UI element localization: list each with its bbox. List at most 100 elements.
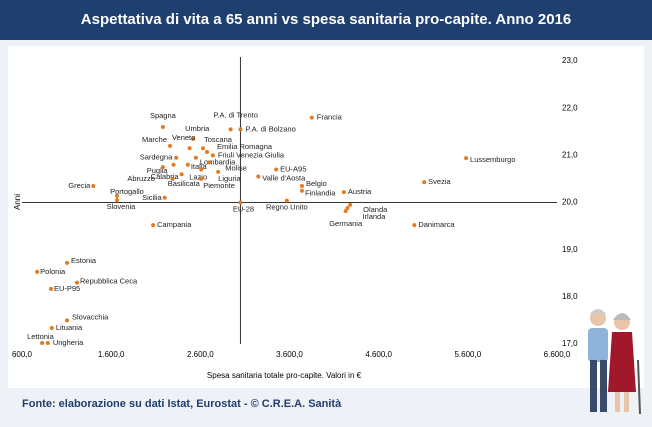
point-label: Estonia	[71, 256, 97, 265]
point	[299, 183, 304, 188]
point-label: Repubblica Ceca	[80, 277, 138, 286]
point-label: Liguria	[218, 174, 241, 183]
point	[151, 223, 156, 228]
header	[0, 0, 652, 40]
point-label: Lazio	[189, 172, 207, 181]
point	[45, 341, 50, 346]
point	[238, 200, 243, 205]
point-label: Ungheria	[53, 338, 84, 347]
point-label: EU-28	[233, 204, 254, 213]
source: Fonte: elaborazione su dati Istat, Euros…	[22, 398, 342, 410]
x-axis-label: Spesa sanitaria totale pro-capite. Valor…	[207, 371, 362, 380]
point-label: Calabria	[151, 172, 180, 181]
x-tick-label: 600,0	[12, 350, 33, 359]
point-label: Francia	[317, 113, 343, 122]
point	[160, 165, 165, 170]
point-label: Polonia	[40, 267, 66, 276]
point-label: Danimarca	[418, 220, 455, 229]
point-label: Svezia	[428, 177, 451, 186]
illustration	[588, 309, 641, 415]
point-label: EU-P95	[54, 284, 80, 293]
point-label: Spagna	[150, 111, 177, 120]
point	[274, 167, 279, 172]
point-label: Basilicata	[168, 179, 201, 188]
point	[199, 167, 204, 172]
point	[205, 150, 210, 155]
point	[464, 156, 469, 161]
point	[170, 176, 175, 181]
point-label: Germania	[329, 219, 363, 228]
point	[422, 180, 427, 185]
point-label: Veneto	[172, 133, 195, 142]
point	[75, 280, 80, 285]
point-label: Emilia Romagna	[217, 142, 273, 151]
point	[412, 223, 417, 228]
point-label: Irlanda	[362, 212, 386, 221]
point-label: Austria	[348, 187, 372, 196]
point	[179, 172, 184, 177]
point-label: Marche	[142, 135, 167, 144]
point-label: Umbria	[185, 124, 210, 133]
point	[160, 125, 165, 130]
point	[341, 190, 346, 195]
point-label: Italia	[191, 162, 208, 171]
point	[210, 153, 215, 158]
point	[228, 127, 233, 132]
point-label: Portogallo	[110, 187, 144, 196]
point	[201, 146, 206, 151]
x-tick-label: 4.600,0	[365, 350, 392, 359]
point-label: Olanda	[363, 205, 388, 214]
y-tick-label: 20,0	[562, 198, 578, 207]
x-tick-label: 2.600,0	[187, 350, 214, 359]
y-tick-label: 21,0	[562, 150, 578, 159]
point	[348, 202, 353, 207]
point	[191, 136, 196, 141]
point-label: Molise	[225, 163, 247, 172]
point	[174, 155, 179, 160]
x-tick-label: 3.600,0	[276, 350, 303, 359]
point-label: Campania	[157, 220, 192, 229]
point	[65, 260, 70, 265]
point	[199, 176, 204, 181]
point-label: Valle d'Aosta	[262, 174, 306, 183]
point	[309, 115, 314, 120]
y-axis-label: Anni	[13, 194, 22, 210]
x-tick-label: 6.600,0	[544, 350, 571, 359]
point-label: Sardegna	[140, 153, 173, 162]
chart-title: Aspettativa di vita a 65 anni vs spesa s…	[81, 11, 571, 28]
y-tick-label: 17,0	[562, 339, 578, 348]
point	[187, 146, 192, 151]
point-label: Grecia	[68, 181, 91, 190]
point	[193, 155, 198, 160]
point	[343, 208, 348, 213]
point	[207, 160, 212, 165]
point	[114, 198, 119, 203]
point-label: P.A. di Trento	[213, 110, 257, 119]
point-label: Lettonia	[27, 332, 55, 341]
point	[114, 193, 119, 198]
point-label: Lombardia	[200, 158, 236, 167]
point-label: Abruzzo	[127, 174, 155, 183]
point-label: Lussemburgo	[470, 155, 515, 164]
point-label: Slovacchia	[72, 312, 109, 321]
chart-area	[8, 46, 644, 388]
x-tick-label: 5.600,0	[454, 350, 481, 359]
point	[48, 286, 53, 291]
point-label: Lituania	[56, 323, 83, 332]
y-tick-label: 19,0	[562, 245, 578, 254]
point	[40, 341, 45, 346]
x-tick-label: 1.600,0	[98, 350, 125, 359]
point	[168, 143, 173, 148]
point-label: Sicilia	[142, 193, 162, 202]
point	[216, 169, 221, 174]
point	[238, 127, 243, 132]
point-label: P.A. di Bolzano	[245, 124, 295, 133]
point	[162, 195, 167, 200]
point	[256, 174, 261, 179]
point-label: Friuli Venezia Giulia	[218, 150, 285, 159]
point	[284, 198, 289, 203]
point	[171, 162, 176, 167]
point-label: Slovenia	[107, 202, 137, 211]
point-label: Piemonte	[203, 181, 235, 190]
